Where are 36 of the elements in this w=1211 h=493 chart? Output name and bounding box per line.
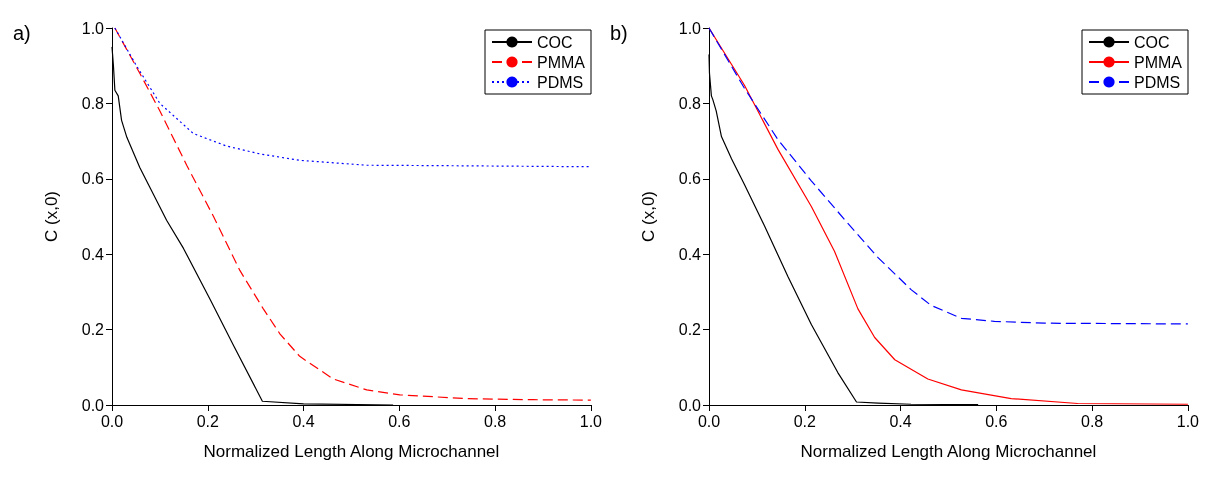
x-tick-label: 0.8 bbox=[1080, 412, 1104, 430]
y-tick-label: 0.4 bbox=[81, 245, 105, 263]
x-tick-label: 0.2 bbox=[793, 412, 816, 430]
legend-label: PDMS bbox=[537, 73, 584, 91]
x-tick-label: 0.0 bbox=[697, 412, 721, 430]
x-tick-label: 0.0 bbox=[100, 412, 124, 430]
y-axis-title: C (x,0) bbox=[639, 191, 658, 242]
x-tick-label: 0.2 bbox=[196, 412, 219, 430]
x-tick-label: 1.0 bbox=[579, 412, 603, 430]
legend-label: COC bbox=[537, 33, 573, 51]
y-tick-label: 0.2 bbox=[678, 321, 702, 339]
y-tick-label: 0.4 bbox=[678, 245, 702, 263]
y-tick-label: 0.0 bbox=[81, 396, 105, 414]
y-axis-title: C (x,0) bbox=[42, 191, 61, 242]
x-tick-label: 0.4 bbox=[889, 412, 912, 430]
x-axis-title: Normalized Length Along Microchannel bbox=[800, 442, 1097, 461]
y-tick-label: 0.8 bbox=[81, 94, 105, 112]
legend-label: PMMA bbox=[537, 53, 586, 71]
x-tick-label: 0.6 bbox=[388, 412, 411, 430]
y-tick-label: 0.0 bbox=[678, 396, 702, 414]
y-tick-label: 0.8 bbox=[678, 94, 702, 112]
x-tick-label: 0.8 bbox=[483, 412, 507, 430]
legend-label: COC bbox=[1134, 33, 1170, 51]
y-tick-label: 0.6 bbox=[678, 170, 702, 188]
x-tick-label: 0.6 bbox=[985, 412, 1008, 430]
y-tick-label: 1.0 bbox=[678, 19, 702, 37]
legend-label: PDMS bbox=[1134, 73, 1181, 91]
y-tick-label: 0.2 bbox=[81, 321, 105, 339]
legend-label: PMMA bbox=[1134, 53, 1183, 71]
x-axis-title: Normalized Length Along Microchannel bbox=[203, 442, 500, 461]
chart-title: b) bbox=[610, 22, 628, 44]
x-tick-label: 0.4 bbox=[292, 412, 315, 430]
y-tick-label: 1.0 bbox=[81, 19, 105, 37]
y-tick-label: 0.6 bbox=[81, 170, 105, 188]
chart-title: a) bbox=[13, 22, 31, 44]
x-tick-label: 1.0 bbox=[1176, 412, 1200, 430]
